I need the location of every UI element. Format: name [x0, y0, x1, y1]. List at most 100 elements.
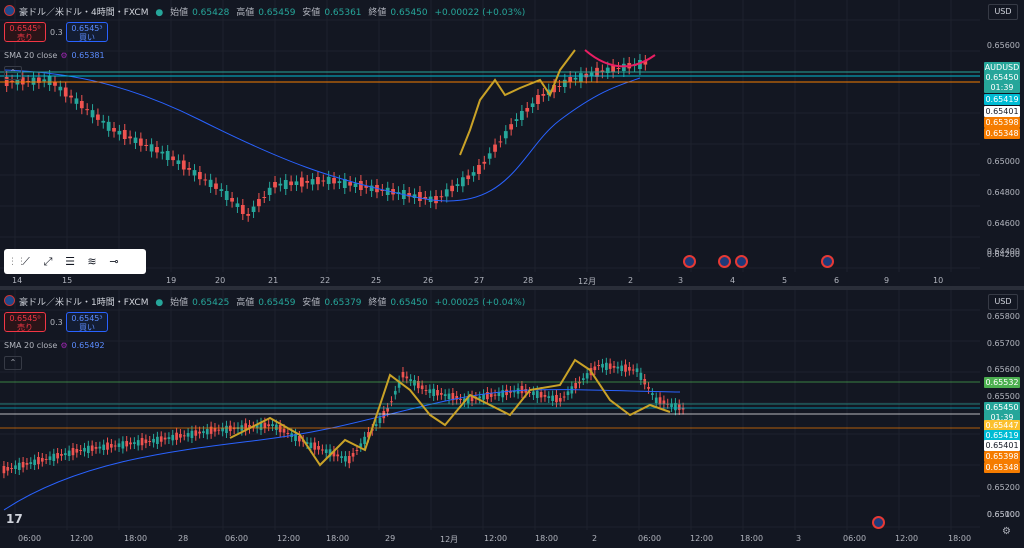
- price-axis-label: 0.65100: [986, 510, 1020, 519]
- candle-body: [616, 366, 620, 369]
- event-flag-icon[interactable]: [735, 255, 748, 268]
- time-axis-label: 18:00: [535, 534, 559, 543]
- candle-body: [136, 440, 140, 446]
- sma-legend-4h[interactable]: SMA 20 close ⚙ 0.65381: [4, 51, 105, 60]
- candle-body: [509, 124, 514, 130]
- candle-body: [294, 433, 297, 441]
- settings-icon[interactable]: ⚙: [60, 51, 68, 60]
- candle-body: [181, 160, 186, 170]
- candle-body: [482, 161, 487, 164]
- parallel-channel-icon[interactable]: ☰: [65, 254, 75, 268]
- sma-legend-1h[interactable]: SMA 20 close ⚙ 0.65492: [4, 341, 105, 350]
- horizontal-ray-icon[interactable]: ⊸: [109, 254, 119, 268]
- buy-button[interactable]: 0.6545³ 買い: [66, 312, 108, 332]
- settings-icon[interactable]: ⚙: [60, 341, 68, 350]
- candle-body: [225, 425, 228, 433]
- candle-body: [63, 87, 68, 97]
- fib-icon[interactable]: ≋: [87, 254, 97, 268]
- candle-body: [670, 403, 673, 407]
- candle-body: [501, 390, 505, 398]
- event-flag-icon[interactable]: [872, 516, 885, 529]
- candle-body: [159, 436, 163, 442]
- candle-body: [52, 453, 56, 461]
- currency-button[interactable]: USD: [988, 294, 1018, 310]
- buy-button[interactable]: 0.6545³ 買い: [66, 22, 108, 42]
- candle-body: [407, 193, 412, 197]
- candle-body: [58, 86, 63, 91]
- candle-body: [101, 120, 106, 123]
- candle-body: [413, 380, 416, 386]
- candle-body: [374, 424, 378, 426]
- trend-line-icon[interactable]: ⟋: [22, 254, 30, 268]
- settings-icon[interactable]: ⚙: [1002, 526, 1011, 537]
- ray-icon[interactable]: ⤢: [43, 254, 53, 268]
- candle-body: [324, 449, 328, 453]
- pair-title[interactable]: 豪ドル／米ドル・1時間・FXCM: [19, 298, 149, 308]
- candle-body: [530, 103, 535, 107]
- candle-body: [316, 177, 320, 185]
- candle-body: [359, 181, 363, 190]
- candle-body: [21, 462, 25, 468]
- drawing-toolbar: ⋮⋮ ⟋ ⤢ ☰ ≋ ⊸: [4, 249, 146, 274]
- time-axis-label: 3: [678, 276, 684, 285]
- candle-body: [466, 396, 470, 404]
- candle-body: [192, 170, 197, 176]
- candle-body: [493, 394, 497, 396]
- chart-pane-4h[interactable]: 豪ドル／米ドル・4時間・FXCM ● 始値 0.65428 高値 0.65459 安…: [0, 0, 1024, 286]
- time-axis-label: 06:00: [225, 534, 249, 543]
- candle-body: [525, 108, 530, 112]
- close-label: 終値: [368, 298, 387, 308]
- candle-body: [86, 445, 90, 453]
- legend-dot-icon: ●: [155, 8, 164, 18]
- high-label: 高値: [236, 8, 255, 18]
- time-axis-label: 29: [385, 534, 396, 543]
- price-tag: 01:39: [984, 412, 1020, 423]
- pane-divider[interactable]: [0, 286, 1024, 290]
- candle-body: [117, 443, 121, 447]
- collapse-legend-button[interactable]: ⌃: [4, 356, 22, 370]
- candle-body: [524, 389, 528, 393]
- candle-body: [305, 442, 309, 444]
- pair-title[interactable]: 豪ドル／米ドル・4時間・FXCM: [19, 8, 149, 18]
- price-tag: 0.65398: [984, 451, 1020, 462]
- event-flag-icon[interactable]: [718, 255, 731, 268]
- candle-body: [278, 183, 283, 186]
- currency-button[interactable]: USD: [988, 4, 1018, 20]
- grip-icon[interactable]: ⋮⋮: [8, 256, 26, 267]
- time-axis-label: 25: [371, 276, 382, 285]
- collapse-legend-button[interactable]: ⌃: [4, 66, 22, 80]
- candle-body: [455, 184, 460, 186]
- time-axis-label: 19: [166, 276, 177, 285]
- candle-body: [620, 365, 624, 371]
- candle-body: [378, 417, 382, 423]
- open-label: 始値: [170, 8, 189, 18]
- candle-body: [167, 437, 171, 439]
- event-flag-icon[interactable]: [821, 255, 834, 268]
- sell-button[interactable]: 0.6545⁰ 売り: [4, 22, 46, 42]
- price-tag: 0.65450: [984, 402, 1020, 413]
- symbol-legend-4h: 豪ドル／米ドル・4時間・FXCM ● 始値 0.65428 高値 0.65459 安…: [4, 5, 529, 19]
- candle-body: [528, 392, 531, 393]
- time-axis-label: 10: [933, 276, 944, 285]
- chart-pane-1h[interactable]: 豪ドル／米ドル・1時間・FXCM ● 始値 0.65425 高値 0.65459 安…: [0, 290, 1024, 548]
- candle-body: [60, 454, 63, 456]
- candle-body: [148, 441, 152, 442]
- candle-body: [328, 449, 332, 457]
- sell-button[interactable]: 0.6545⁰ 売り: [4, 312, 46, 332]
- candle-body: [171, 156, 175, 161]
- candle-body: [459, 399, 462, 400]
- candle-body: [102, 444, 106, 450]
- chart-canvas-1h[interactable]: [0, 290, 1024, 548]
- candle-body: [121, 441, 125, 449]
- price-axis-label: 0.64800: [986, 188, 1020, 197]
- event-flag-icon[interactable]: [683, 255, 696, 268]
- candle-body: [359, 443, 363, 447]
- close-value: 0.65450: [390, 8, 428, 18]
- candle-body: [674, 403, 677, 411]
- candle-body: [397, 380, 401, 388]
- candle-body: [557, 86, 562, 87]
- tradingview-logo[interactable]: 17: [6, 512, 23, 526]
- chart-canvas-4h[interactable]: [0, 0, 1024, 286]
- candle-body: [202, 431, 205, 433]
- price-tag: 01:39: [984, 82, 1020, 93]
